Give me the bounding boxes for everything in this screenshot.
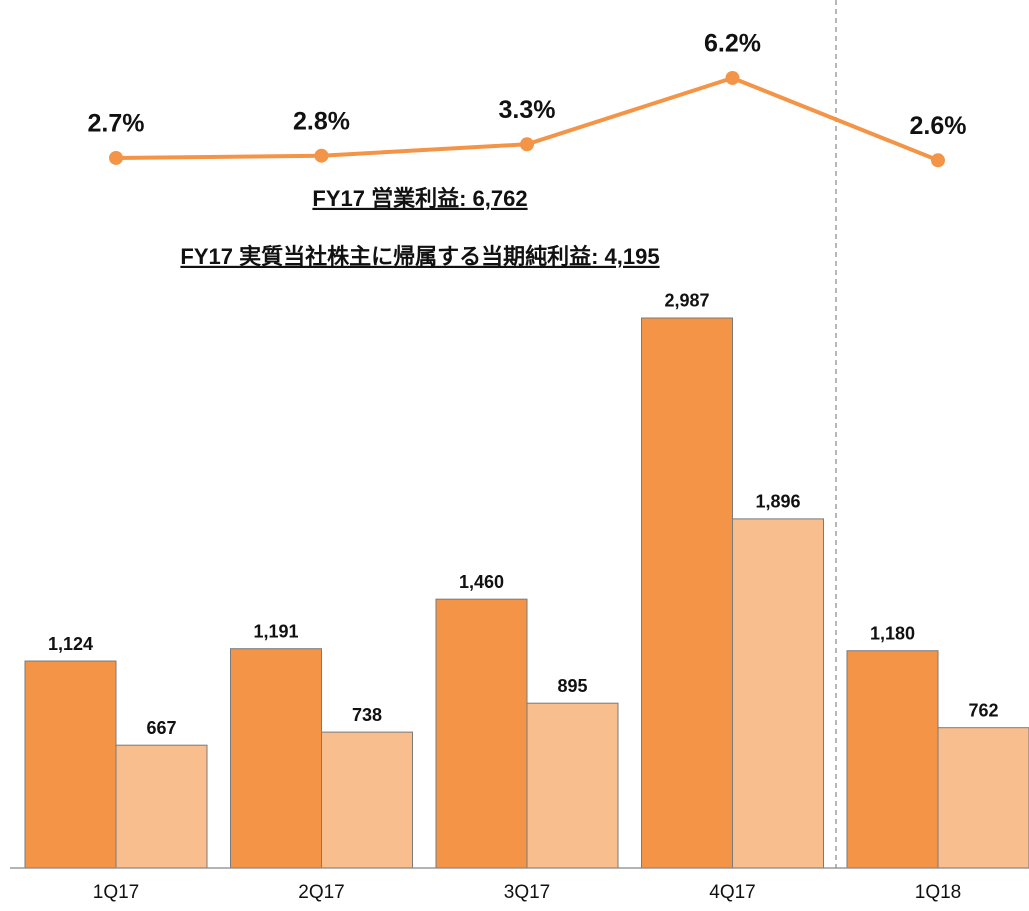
bar	[321, 731, 413, 869]
bar	[526, 702, 619, 869]
point	[520, 137, 534, 152]
data-label: 2.6%	[910, 112, 967, 140]
point	[725, 70, 740, 85]
data-label: 895	[557, 676, 587, 696]
x-tick-label: 1Q18	[915, 882, 961, 903]
annotation: FY17 実質当社株主に帰属する当期純利益: 4,195	[180, 244, 659, 269]
data-label: 2.8%	[293, 107, 350, 135]
bar	[732, 518, 824, 869]
bar	[435, 598, 528, 869]
bar	[115, 744, 208, 869]
data-label: 762	[968, 700, 998, 720]
point	[931, 153, 945, 168]
bar	[641, 317, 733, 869]
data-label: 1,124	[48, 634, 93, 654]
data-label: 3.3%	[499, 96, 556, 124]
annotation: FY17 営業利益: 6,762	[312, 186, 527, 211]
data-label: 1,180	[870, 623, 915, 643]
x-tick-label: 2Q17	[298, 882, 344, 903]
bar	[24, 660, 117, 869]
data-label: 1,191	[253, 621, 298, 641]
x-tick-label: 1Q17	[93, 882, 139, 903]
data-label: 6.2%	[704, 30, 761, 58]
data-label: 2.7%	[88, 110, 145, 138]
data-label: 738	[352, 705, 382, 725]
data-label: 1,896	[755, 492, 800, 512]
x-tick-label: 4Q17	[709, 882, 755, 903]
data-label: 1,460	[459, 572, 504, 592]
point	[109, 150, 123, 165]
bar	[937, 727, 1029, 869]
bar	[846, 650, 939, 869]
data-label: 667	[146, 718, 176, 738]
data-label: 2,987	[664, 291, 709, 311]
point	[314, 148, 329, 163]
bar	[230, 648, 322, 869]
x-tick-label: 3Q17	[504, 882, 550, 903]
